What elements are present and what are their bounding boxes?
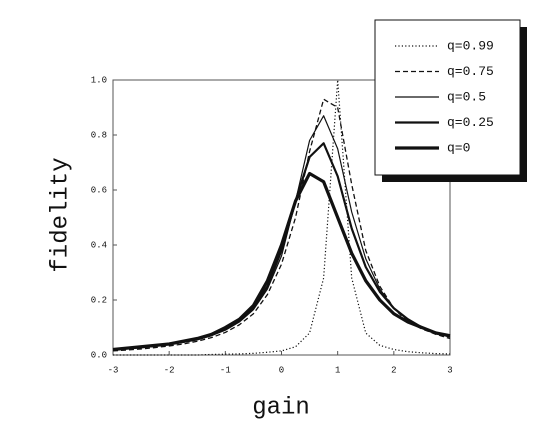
y-tick-label: 0.4	[91, 240, 107, 250]
legend-label: q=0.75	[447, 64, 494, 79]
legend-label: q=0	[447, 140, 470, 155]
y-axis-label: fidelity	[47, 157, 74, 272]
legend-label: q=0.25	[447, 115, 494, 130]
legend-label: q=0.99	[447, 38, 494, 53]
x-tick-label: -2	[164, 365, 175, 375]
y-tick-label: 1.0	[91, 75, 107, 85]
x-tick-label: -3	[108, 365, 119, 375]
y-tick-label: 0.6	[91, 185, 107, 195]
x-tick-label: 0	[279, 365, 284, 375]
x-axis-label: gain	[252, 394, 310, 421]
x-tick-label: 1	[335, 365, 340, 375]
x-tick-label: 3	[447, 365, 452, 375]
x-tick-label: 2	[391, 365, 396, 375]
y-tick-label: 0.2	[91, 295, 107, 305]
x-tick-label: -1	[220, 365, 231, 375]
series-line	[112, 171, 451, 352]
legend-label: q=0.5	[447, 89, 486, 104]
y-tick-label: 0.8	[91, 130, 107, 140]
y-tick-label: 0.0	[91, 350, 107, 360]
